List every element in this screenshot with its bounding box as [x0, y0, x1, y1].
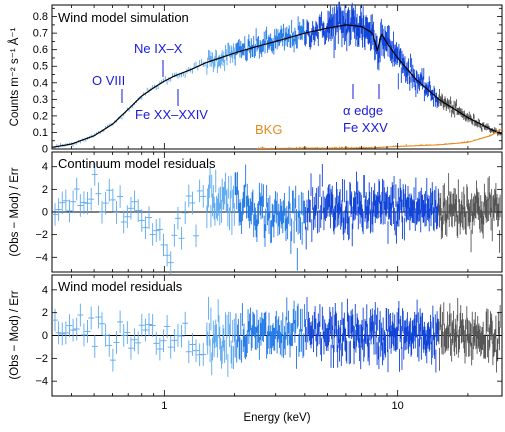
y-tick-label: 0 [42, 207, 48, 219]
model-line [51, 24, 503, 148]
y-tick-label: 0.2 [33, 110, 48, 122]
panel-bot-plot [52, 296, 502, 377]
x-tick-label: 10 [392, 400, 404, 412]
annotation-fe-xxv: Fe XXV [343, 120, 388, 135]
y-tick-label: 0 [42, 144, 48, 156]
annotation-fe-xx-xxiv: Fe XX–XXIV [135, 107, 208, 122]
panel-top-plot [51, 1, 503, 149]
x-tick-label: 1 [161, 400, 167, 412]
y-tick-label: −2 [35, 353, 48, 365]
annotation-alpha-edge: α edge [343, 103, 383, 118]
x-axis-label: Energy (keV) [243, 412, 310, 424]
y-tick-label: −4 [35, 376, 48, 388]
y-tick-label: 2 [42, 184, 48, 196]
axis-ticks: 0 0.1 0.2 0.3 0.4 0.5 0.6 0.7 0.8 −4 −2 0 2 4 −4 −2 0 2 4 1… [33, 5, 502, 412]
panel-bot-title: Wind model residuals [58, 279, 183, 294]
y-tick-label: 0 [42, 330, 48, 342]
y-tick-label: 0.3 [33, 94, 48, 106]
annotation-ne-ix-x: Ne IX–X [134, 41, 183, 56]
y-tick-label: 0.6 [33, 44, 48, 56]
y-tick-label: 0.7 [33, 28, 48, 40]
y-tick-label: 2 [42, 307, 48, 319]
y-tick-label: 0.1 [33, 127, 48, 139]
annotation-o-viii: O VIII [92, 73, 125, 88]
annotation-bkg: BKG [255, 122, 282, 137]
panel-top-frame [51, 4, 503, 150]
y-axis-label-top: Counts m⁻² s⁻¹ Å⁻¹ [8, 27, 21, 126]
annotations: O VIII Ne IX–X Fe XX–XXIV α edge Fe XXV … [92, 41, 388, 137]
y-tick-label: −4 [35, 252, 48, 264]
y-tick-label: 0.4 [33, 77, 48, 89]
y-tick-label: 0.8 [33, 11, 48, 23]
y-tick-label: 0.5 [33, 61, 48, 73]
panel-top-title: Wind model simulation [58, 10, 189, 25]
y-axis-label-bot: (Obs − Mod) / Err [9, 290, 21, 379]
panel-mid-title: Continuum model residuals [58, 156, 216, 171]
panel-mid-plot [52, 163, 502, 274]
y-tick-label: 4 [42, 284, 48, 296]
y-axis-label-mid: (Obs − Mod) / Err [9, 167, 21, 256]
y-tick-label: 4 [42, 161, 48, 173]
y-tick-label: −2 [35, 229, 48, 241]
